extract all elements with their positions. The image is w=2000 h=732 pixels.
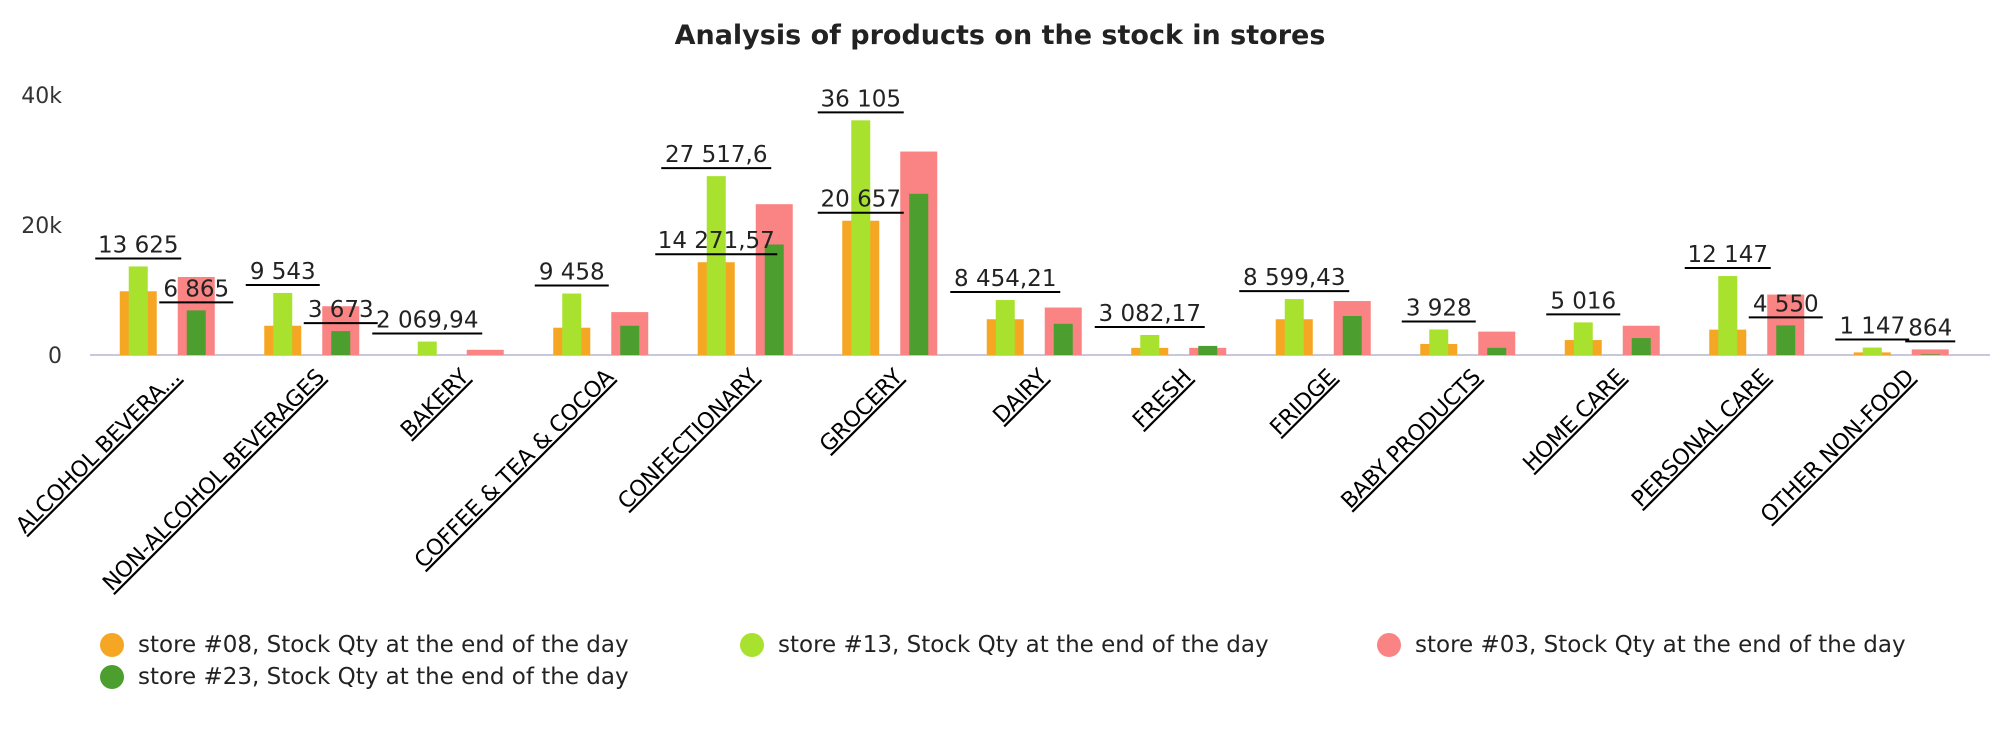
legend-label: store #13, Stock Qty at the end of the d… [778, 632, 1269, 658]
legend-label: store #23, Stock Qty at the end of the d… [138, 664, 629, 690]
category-label: DAIRY [989, 364, 1053, 428]
bar[interactable] [562, 293, 582, 355]
data-label: 13 625 [98, 232, 178, 258]
data-label: 12 147 [1688, 242, 1768, 268]
category-label: PERSONAL CARE [1627, 365, 1775, 513]
bar[interactable] [995, 300, 1015, 355]
bar[interactable] [1284, 299, 1304, 355]
legend-item[interactable]: store #13, Stock Qty at the end of the d… [740, 632, 1269, 658]
category-labels-group: ALCOHOL BEVERA...NON-ALCOHOL BEVERAGES BA… [11, 364, 1919, 596]
data-label: 1 147 [1839, 314, 1905, 340]
data-label: 8 454,21 [954, 266, 1056, 292]
bar[interactable] [1429, 329, 1449, 355]
bar[interactable] [128, 266, 148, 355]
data-label: 3 673 [308, 297, 374, 323]
category-label: FRESH [1128, 365, 1197, 434]
bar[interactable] [417, 341, 437, 355]
bar[interactable] [1140, 334, 1160, 355]
bar[interactable] [1631, 338, 1651, 355]
bar[interactable] [1920, 354, 1940, 355]
category-label: GROCERY [815, 364, 908, 457]
legend-marker [100, 633, 124, 657]
legend-item[interactable]: store #23, Stock Qty at the end of the d… [100, 664, 629, 690]
y-tick-label: 0 [48, 344, 62, 369]
data-label: 9 458 [539, 260, 605, 286]
data-label: 27 517,6 [665, 142, 767, 168]
category-label: HOME CARE [1519, 365, 1631, 477]
bar[interactable] [466, 349, 504, 355]
category-label: OTHER NON-FOOD [1756, 365, 1919, 528]
bar-chart: 0 20k 40k 13 625 6 865 9 543 3 673 2 069,94 9 4… [11, 84, 1990, 596]
data-label: 4 550 [1753, 291, 1819, 317]
legend-marker [100, 665, 124, 689]
bar[interactable] [1342, 316, 1362, 355]
y-tick-label: 20k [21, 214, 62, 239]
bar[interactable] [706, 176, 726, 355]
chart-title: Analysis of products on the stock in sto… [674, 20, 1326, 51]
y-axis: 0 20k 40k [21, 84, 62, 369]
y-tick-label: 40k [21, 84, 62, 109]
bar[interactable] [1198, 345, 1218, 355]
legend-item[interactable]: store #03, Stock Qty at the end of the d… [1377, 632, 1906, 658]
bar[interactable] [909, 193, 929, 355]
bar[interactable] [331, 331, 351, 355]
data-label: 5 016 [1550, 288, 1616, 314]
bar[interactable] [1911, 349, 1949, 355]
data-label: 9 543 [250, 259, 316, 285]
legend-marker [1377, 633, 1401, 657]
bar[interactable] [764, 244, 784, 356]
legend-label: store #03, Stock Qty at the end of the d… [1415, 632, 1906, 658]
bars-group [119, 120, 1949, 356]
data-label: 6 865 [163, 276, 229, 302]
category-label: BAKERY [396, 364, 475, 443]
bar[interactable] [1573, 322, 1593, 355]
category-label: BABY PRODUCTS [1337, 365, 1486, 514]
data-label: 20 657 [821, 187, 901, 213]
category-label: CONFECTIONARY [613, 364, 763, 514]
data-label: 3 082,17 [1099, 301, 1201, 327]
bar[interactable] [1776, 325, 1796, 355]
data-label: 2 069,94 [376, 308, 478, 334]
bar[interactable] [620, 325, 640, 355]
bar[interactable] [1487, 347, 1507, 355]
legend-item[interactable]: store #08, Stock Qty at the end of the d… [100, 632, 629, 658]
bar[interactable] [1718, 276, 1738, 355]
bar[interactable] [1862, 347, 1882, 355]
data-label: 36 105 [821, 86, 901, 112]
bar[interactable] [851, 120, 871, 355]
data-label: 8 599,43 [1243, 265, 1345, 291]
legend-marker [740, 633, 764, 657]
category-label: FRIDGE [1266, 365, 1342, 441]
data-label: 14 271,57 [658, 228, 775, 254]
legend-label: store #08, Stock Qty at the end of the d… [138, 632, 629, 658]
legend: store #08, Stock Qty at the end of the d… [100, 632, 1980, 712]
data-label: 864 [1908, 315, 1952, 341]
data-labels-group: 13 625 6 865 9 543 3 673 2 069,94 9 458 27 517… [95, 86, 1956, 343]
category-label: ALCOHOL BEVERA... [11, 365, 185, 539]
data-label: 3 928 [1406, 295, 1472, 321]
bar[interactable] [1053, 323, 1073, 355]
bar[interactable] [186, 310, 206, 355]
bar[interactable] [273, 292, 293, 355]
